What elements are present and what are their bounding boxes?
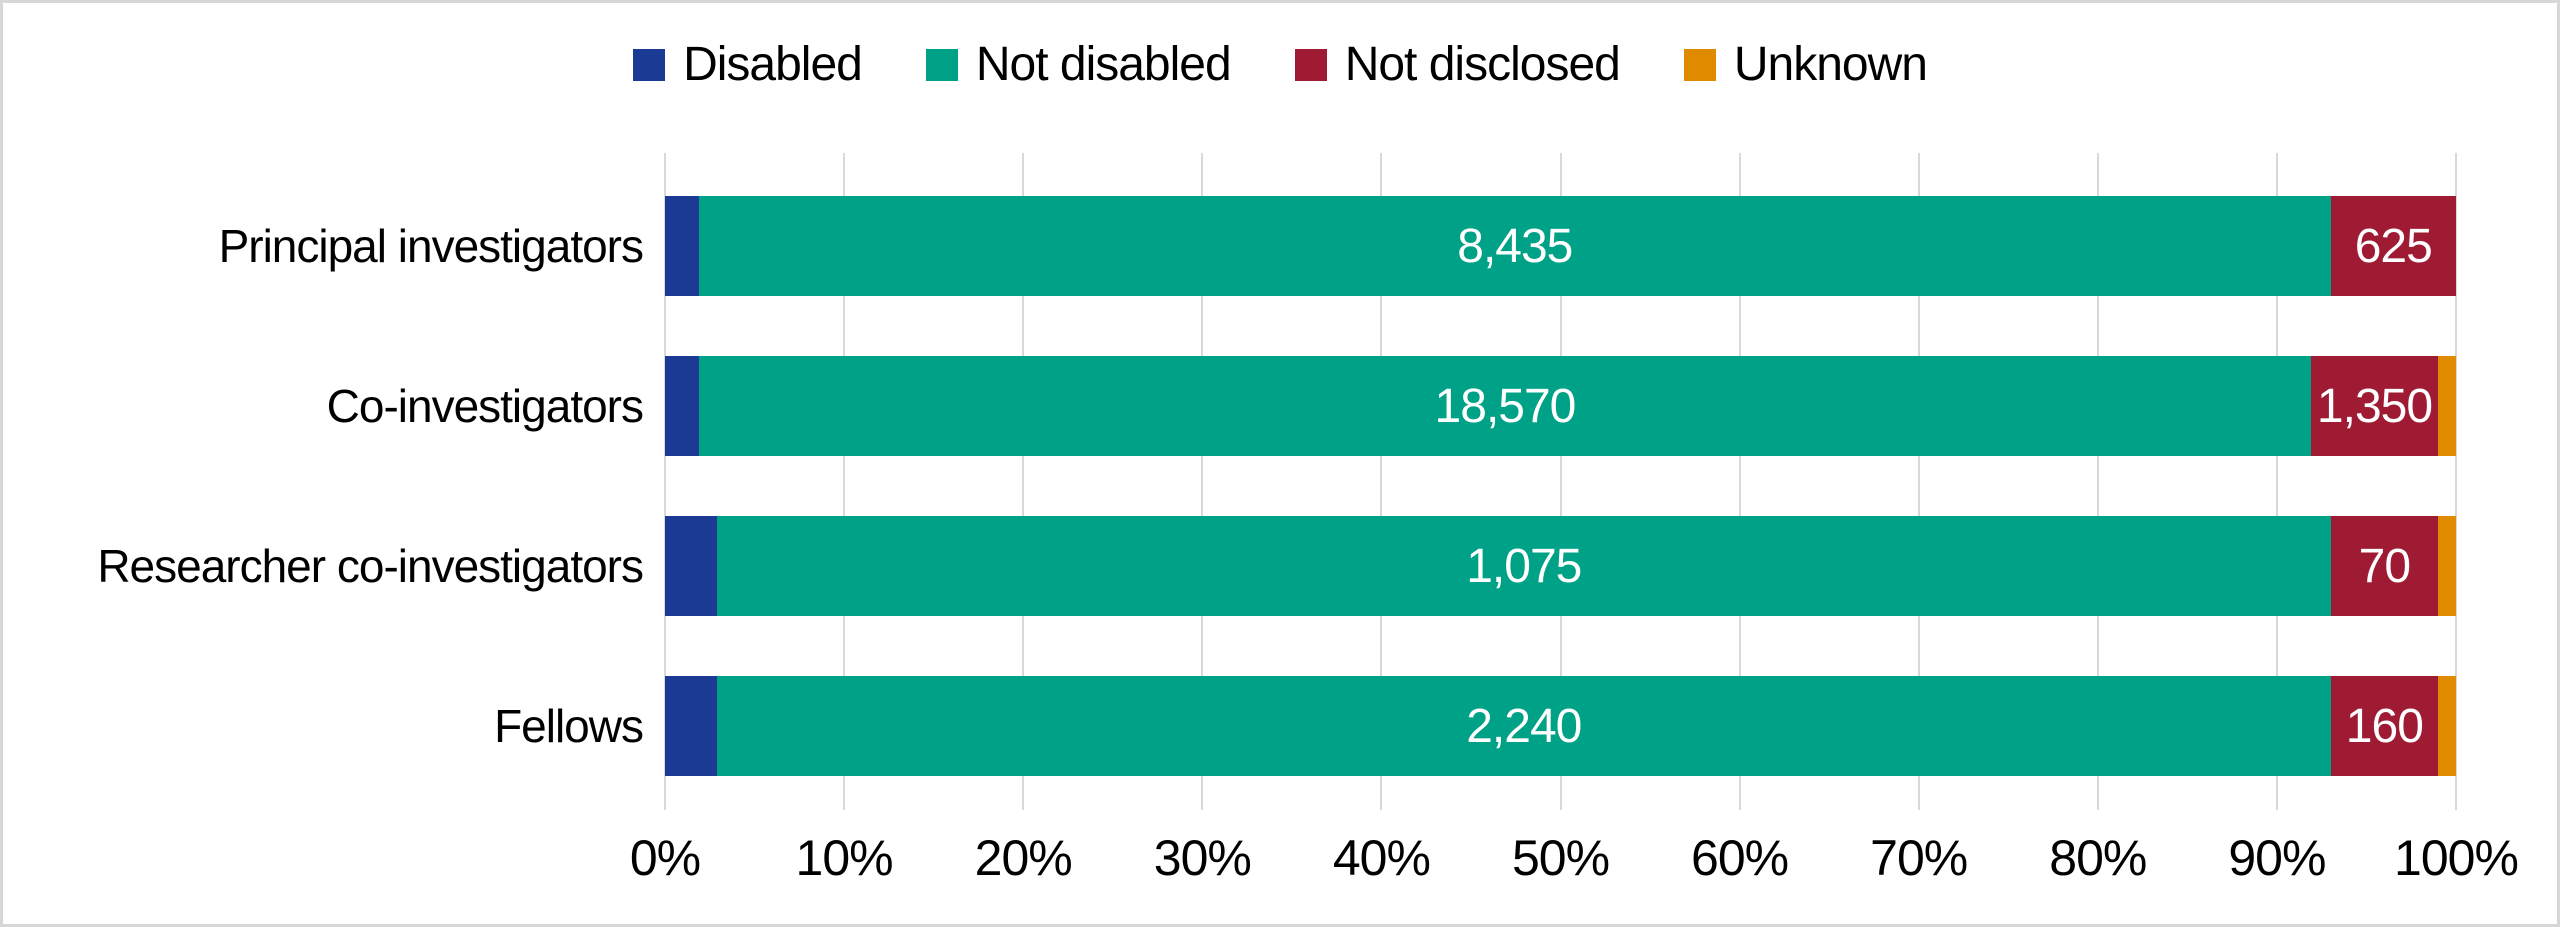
bar-row-fellows: 2,240 160 bbox=[665, 676, 2456, 776]
plot-area: 8,435 625 18,570 1,350 1,075 70 2,240 160 bbox=[664, 153, 2457, 810]
bar-row-researcher-co-investigators: 1,075 70 bbox=[665, 516, 2456, 616]
bar-segment-disabled bbox=[665, 196, 700, 296]
bar-segment-disabled bbox=[665, 676, 717, 776]
bar-segment-unknown bbox=[2438, 676, 2456, 776]
gridline bbox=[2096, 153, 2099, 810]
bar-value-label: 160 bbox=[2345, 699, 2424, 753]
x-axis-tick-label: 100% bbox=[2394, 830, 2519, 886]
bar-value-label: 1,075 bbox=[1466, 539, 1582, 593]
gridline bbox=[843, 153, 846, 810]
gridline bbox=[1559, 153, 1562, 810]
gridline bbox=[1022, 153, 1025, 810]
gridline bbox=[2275, 153, 2278, 810]
bar-value-label: 625 bbox=[2354, 219, 2433, 273]
bar-row-principal-investigators: 8,435 625 bbox=[665, 196, 2456, 296]
gridline bbox=[1380, 153, 1383, 810]
bar-value-label: 2,240 bbox=[1466, 699, 1582, 753]
legend-label: Not disclosed bbox=[1344, 38, 1621, 91]
x-axis-tick-label: 20% bbox=[974, 830, 1073, 886]
category-label-principal-investigators: Principal investigators bbox=[218, 220, 644, 272]
legend-item-not-disabled: Not disabled bbox=[925, 37, 1232, 92]
legend-swatch-icon bbox=[925, 48, 958, 81]
x-axis-tick-label: 70% bbox=[1870, 830, 1968, 886]
bar-segment-disabled bbox=[665, 356, 700, 456]
legend-swatch-icon bbox=[1683, 48, 1716, 81]
bar-segment-unknown bbox=[2438, 356, 2456, 456]
bar-segment-not-disclosed: 160 bbox=[2330, 676, 2439, 776]
bar-segment-not-disclosed: 1,350 bbox=[2310, 356, 2439, 456]
x-axis-tick-label: 50% bbox=[1511, 830, 1610, 886]
legend-item-unknown: Unknown bbox=[1683, 37, 1928, 92]
gridline bbox=[1201, 153, 1204, 810]
category-label-researcher-co-investigators: Researcher co-investigators bbox=[97, 540, 644, 592]
category-axis-labels: Principal investigators Co-investigators R… bbox=[3, 153, 644, 810]
bar-row-co-investigators: 18,570 1,350 bbox=[665, 356, 2456, 456]
bar-segment-not-disabled: 1,075 bbox=[716, 516, 2331, 616]
x-axis-tick-label: 30% bbox=[1153, 830, 1252, 886]
bar-segment-not-disabled: 8,435 bbox=[699, 196, 2331, 296]
x-axis-tick-label: 90% bbox=[2228, 830, 2326, 886]
bar-segment-unknown bbox=[2438, 516, 2456, 616]
x-axis-tick-label: 10% bbox=[795, 830, 894, 886]
x-axis-tick-label: 60% bbox=[1691, 830, 1789, 886]
legend-swatch-icon bbox=[1294, 48, 1327, 81]
legend-item-disabled: Disabled bbox=[633, 37, 863, 92]
gridline bbox=[1917, 153, 1920, 810]
legend-label: Unknown bbox=[1733, 38, 1928, 91]
legend: Disabled Not disabled Not disclosed Unknown bbox=[3, 37, 2557, 92]
legend-label: Not disabled bbox=[975, 38, 1232, 91]
gridline bbox=[2455, 153, 2457, 810]
bar-value-label: 1,350 bbox=[2316, 379, 2433, 433]
legend-item-not-disclosed: Not disclosed bbox=[1294, 37, 1621, 92]
x-axis-tick-label: 80% bbox=[2049, 830, 2147, 886]
x-axis-tick-label: 0% bbox=[629, 830, 701, 886]
legend-label: Disabled bbox=[683, 38, 863, 91]
bar-segment-not-disabled: 18,570 bbox=[699, 356, 2311, 456]
category-label-co-investigators: Co-investigators bbox=[326, 380, 644, 432]
gridline bbox=[664, 153, 666, 810]
category-label-fellows: Fellows bbox=[494, 700, 644, 752]
bar-segment-disabled bbox=[665, 516, 717, 616]
bar-segment-not-disclosed: 625 bbox=[2330, 196, 2456, 296]
bar-value-label: 70 bbox=[2358, 539, 2411, 593]
gridline bbox=[1738, 153, 1741, 810]
x-axis-tick-label: 40% bbox=[1332, 830, 1431, 886]
legend-swatch-icon bbox=[633, 48, 666, 81]
bar-segment-not-disabled: 2,240 bbox=[716, 676, 2331, 776]
x-axis: 0% 10% 20% 30% 40% 50% 60% 70% 80% 90% 100% bbox=[630, 829, 2519, 899]
bar-value-label: 18,570 bbox=[1434, 379, 1577, 433]
bar-value-label: 8,435 bbox=[1457, 219, 1573, 273]
bar-segment-not-disclosed: 70 bbox=[2330, 516, 2439, 616]
